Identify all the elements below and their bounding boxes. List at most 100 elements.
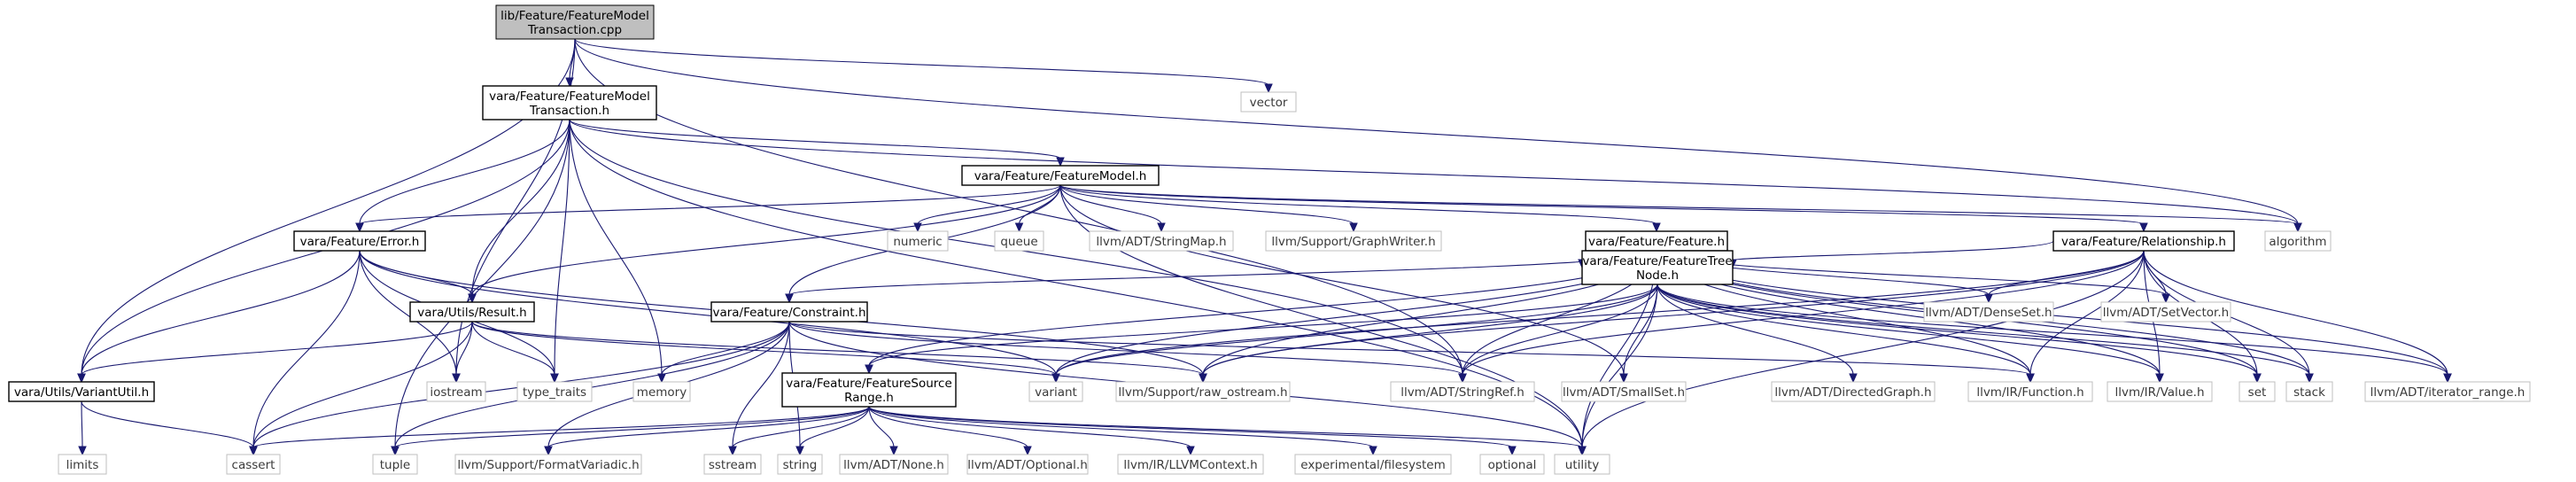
node-box	[839, 454, 949, 475]
node-box	[710, 301, 868, 323]
node-label: llvm/Support/GraphWriter.h	[1271, 235, 1435, 249]
edge-line	[81, 400, 254, 448]
edge-fsr_h-to-utility	[868, 406, 1587, 456]
node-box	[2107, 381, 2213, 402]
edge-relationship_h-to-ftn_h	[1728, 240, 2054, 269]
node-relationship-h[interactable]: vara/Feature/Relationship.h	[2052, 230, 2235, 252]
edge-constraint_h-to-memory	[657, 321, 790, 384]
node-directedgraph: llvm/ADT/DirectedGraph.h	[1771, 381, 1936, 402]
edge-result_h-to-type_traits	[471, 321, 559, 384]
edge-fmt_h-to-fm_h	[569, 119, 1065, 167]
node-result-h[interactable]: vara/Utils/Result.h	[409, 301, 535, 323]
edge-line	[471, 184, 1061, 296]
node-vector: vector	[1240, 91, 1297, 113]
node-smallset: llvm/ADT/SmallSet.h	[1561, 381, 1687, 402]
node-label: vara/Feature/FeatureSource	[786, 377, 952, 391]
edge-ftn_h-to-irfunction	[1657, 284, 2035, 384]
node-box	[1117, 454, 1264, 475]
edge-line	[788, 321, 1463, 376]
edge-line	[868, 406, 1028, 448]
edge-fsr_h-to-formatvariadic	[544, 406, 870, 456]
node-box	[1554, 454, 1610, 475]
node-box	[226, 454, 281, 475]
node-optional: optional	[1479, 454, 1545, 475]
node-box	[1771, 381, 1936, 402]
node-label: vara/Utils/Result.h	[417, 306, 526, 320]
node-label: llvm/IR/LLVMContext.h	[1123, 458, 1257, 472]
node-sstream: sstream	[703, 454, 762, 475]
node-error-h[interactable]: vara/Feature/Error.h	[293, 230, 426, 252]
edge-ftn_h-to-fsr_h	[865, 284, 1658, 375]
edge-line	[2029, 250, 2145, 376]
edge-arrowhead	[1264, 83, 1273, 94]
edge-root-to-vector	[574, 38, 1273, 94]
node-box	[1265, 230, 1442, 252]
edge-result_h-to-variantutil_h	[77, 321, 473, 384]
edge-line	[455, 321, 473, 376]
node-denseset: llvm/ADT/DenseSet.h	[1923, 301, 2054, 323]
edge-arrowhead	[1349, 222, 1358, 233]
edge-arrowhead	[2139, 222, 2148, 233]
edge-ftn_h-to-stack	[1657, 284, 2314, 384]
node-box	[1294, 454, 1452, 475]
edge-constraint_h-to-irfunction	[788, 321, 2035, 384]
node-box	[1115, 381, 1291, 402]
node-box	[703, 454, 762, 475]
edge-ftn_h-to-directedgraph	[1657, 284, 1858, 384]
edge-arrowhead	[913, 222, 922, 233]
edge-arrowhead	[391, 446, 400, 456]
edge-fm_h-to-feature_h	[1059, 184, 1661, 233]
edge-line	[868, 284, 1658, 367]
node-label: llvm/Support/FormatVariadic.h	[457, 458, 639, 472]
node-fm-h[interactable]: vara/Feature/FeatureModel.h	[961, 165, 1160, 186]
edge-arrowhead	[795, 446, 804, 456]
edge-ftn_h-to-raw_ostream	[1199, 284, 1658, 384]
node-box	[777, 454, 823, 475]
node-queue: queue	[994, 230, 1044, 252]
node-label: llvm/ADT/StringMap.h	[1096, 235, 1226, 249]
node-label: optional	[1488, 458, 1537, 472]
edge-line	[554, 119, 570, 376]
node-label: experimental/filesystem	[1300, 458, 1445, 472]
edge-fsr_h-to-filesystem	[868, 406, 1377, 456]
node-label: llvm/ADT/SetVector.h	[2103, 306, 2229, 320]
edge-arrowhead	[550, 373, 559, 384]
node-box	[372, 454, 418, 475]
node-box	[1089, 230, 1234, 252]
node-variant: variant	[1028, 381, 1083, 402]
edge-arrowhead	[468, 293, 477, 304]
edge-line	[471, 321, 1204, 376]
node-label: llvm/ADT/None.h	[843, 458, 944, 472]
edge-line	[359, 250, 473, 296]
edge-line	[2143, 250, 2448, 376]
node-feature-h[interactable]: vara/Feature/Feature.h	[1585, 230, 1728, 252]
node-constraint-h[interactable]: vara/Feature/Constraint.h	[710, 301, 868, 323]
edge-line	[569, 119, 663, 376]
edge-fsr_h-to-optional	[868, 406, 1517, 456]
edge-arrowhead	[2443, 373, 2452, 384]
edge-fm_h-to-error_h	[355, 184, 1061, 233]
edge-line	[1059, 184, 2299, 225]
edge-arrowhead	[1014, 222, 1024, 233]
node-numeric: numeric	[887, 230, 949, 252]
node-variantutil-h[interactable]: vara/Utils/VariantUtil.h	[8, 381, 155, 402]
node-box	[1561, 381, 1687, 402]
edge-line	[471, 119, 570, 296]
node-label: vector	[1250, 96, 1288, 110]
edge-line	[1657, 284, 1854, 376]
node-label: llvm/ADT/StringRef.h	[1401, 385, 1525, 400]
node-box	[2100, 301, 2231, 323]
edge-line	[868, 406, 1191, 448]
node-stringmap: llvm/ADT/StringMap.h	[1089, 230, 1234, 252]
node-label: limits	[66, 458, 99, 472]
node-label: memory	[637, 385, 687, 400]
node-filesystem: experimental/filesystem	[1294, 454, 1452, 475]
edge-line	[359, 184, 1061, 225]
edge-line	[788, 321, 2031, 376]
edge-line	[471, 321, 555, 376]
